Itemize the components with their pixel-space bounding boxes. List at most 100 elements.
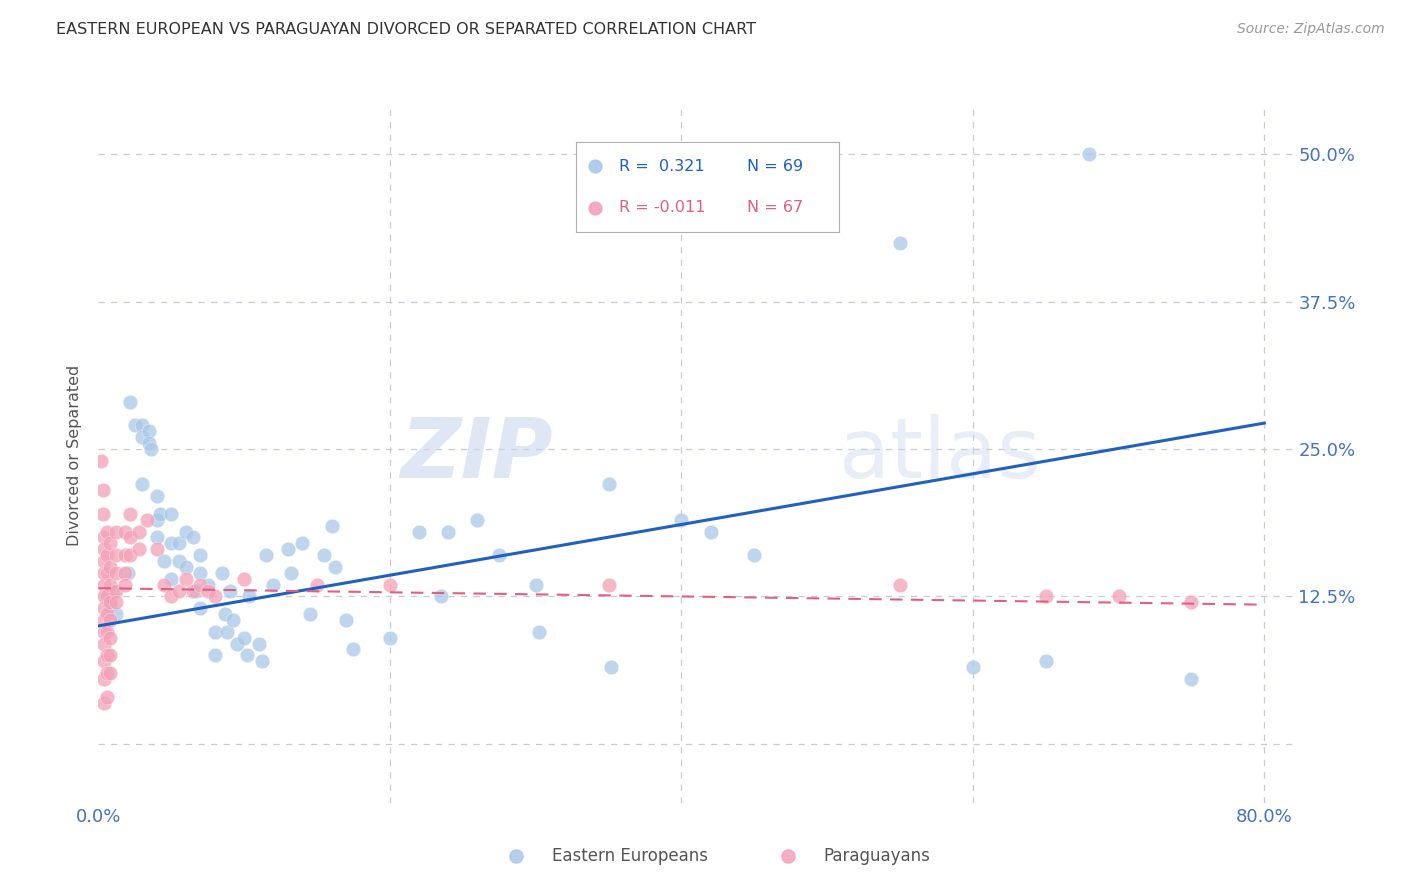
Point <box>600 660 623 674</box>
Point <box>145 531 167 545</box>
Text: R = -0.011: R = -0.011 <box>619 201 704 215</box>
Point <box>1078 147 1101 161</box>
Point <box>174 572 197 586</box>
Text: atlas: atlas <box>839 415 1040 495</box>
Point <box>135 513 157 527</box>
Point <box>184 583 207 598</box>
Point <box>128 542 150 557</box>
Point <box>214 607 236 621</box>
Point <box>1180 595 1202 609</box>
Point <box>238 590 260 604</box>
Point <box>128 524 150 539</box>
Point <box>93 637 115 651</box>
Point <box>139 442 162 456</box>
Text: R =  0.321: R = 0.321 <box>619 159 704 174</box>
Point <box>96 690 118 704</box>
Point <box>233 631 256 645</box>
Point <box>250 654 273 668</box>
Point <box>233 572 256 586</box>
Point <box>91 483 114 498</box>
Point <box>114 566 136 580</box>
Point <box>215 624 238 639</box>
Point <box>98 666 121 681</box>
Point <box>96 548 118 562</box>
Point <box>145 542 167 557</box>
Point <box>181 583 204 598</box>
Point <box>153 554 176 568</box>
Point <box>98 613 121 627</box>
Point <box>160 590 183 604</box>
Point <box>160 572 183 586</box>
Point <box>93 590 115 604</box>
Point <box>90 454 112 468</box>
Point <box>145 489 167 503</box>
Point <box>98 595 121 609</box>
Point <box>120 507 142 521</box>
Text: Source: ZipAtlas.com: Source: ZipAtlas.com <box>1237 22 1385 37</box>
Point <box>277 542 299 557</box>
Point <box>671 513 693 527</box>
Point <box>323 560 346 574</box>
Point <box>93 554 115 568</box>
Point <box>120 395 142 409</box>
Point <box>211 566 233 580</box>
Point <box>430 590 453 604</box>
Point <box>314 548 336 562</box>
Point <box>776 849 799 863</box>
Point <box>145 513 167 527</box>
Point <box>96 590 118 604</box>
Point <box>262 577 284 591</box>
Point <box>378 631 401 645</box>
Point <box>321 518 343 533</box>
Point <box>120 531 142 545</box>
Point <box>197 583 219 598</box>
Point <box>93 624 115 639</box>
Point <box>153 577 176 591</box>
Point <box>889 577 911 591</box>
Point <box>98 598 121 612</box>
Point <box>104 566 127 580</box>
Point <box>101 583 124 598</box>
Point <box>305 577 328 591</box>
Point <box>190 566 212 580</box>
Point <box>174 560 197 574</box>
Point <box>225 637 247 651</box>
Point <box>104 595 127 609</box>
Text: Eastern Europeans: Eastern Europeans <box>551 847 707 865</box>
Point <box>342 642 364 657</box>
Text: N = 69: N = 69 <box>748 159 803 174</box>
Point <box>524 577 547 591</box>
Point <box>104 583 127 598</box>
Point <box>93 696 115 710</box>
Point <box>378 577 401 591</box>
Point <box>160 536 183 550</box>
Point <box>93 672 115 686</box>
Point <box>98 648 121 663</box>
Point <box>962 660 984 674</box>
Point <box>138 425 160 439</box>
Point <box>190 577 212 591</box>
Point <box>598 477 620 491</box>
Point <box>96 524 118 539</box>
Point <box>527 624 550 639</box>
Point <box>104 548 127 562</box>
Point <box>117 566 139 580</box>
Point <box>505 849 527 863</box>
Point <box>98 631 121 645</box>
Point <box>190 548 212 562</box>
Point <box>1035 654 1057 668</box>
Point <box>104 524 127 539</box>
Point <box>138 436 160 450</box>
Point <box>104 607 127 621</box>
Point <box>467 513 489 527</box>
Point <box>174 524 197 539</box>
Point <box>181 531 204 545</box>
Point <box>204 590 226 604</box>
Point <box>236 648 259 663</box>
Point <box>94 590 117 604</box>
Point <box>280 566 302 580</box>
Point <box>408 524 430 539</box>
Point <box>91 507 114 521</box>
Point <box>160 507 183 521</box>
Point <box>131 418 153 433</box>
